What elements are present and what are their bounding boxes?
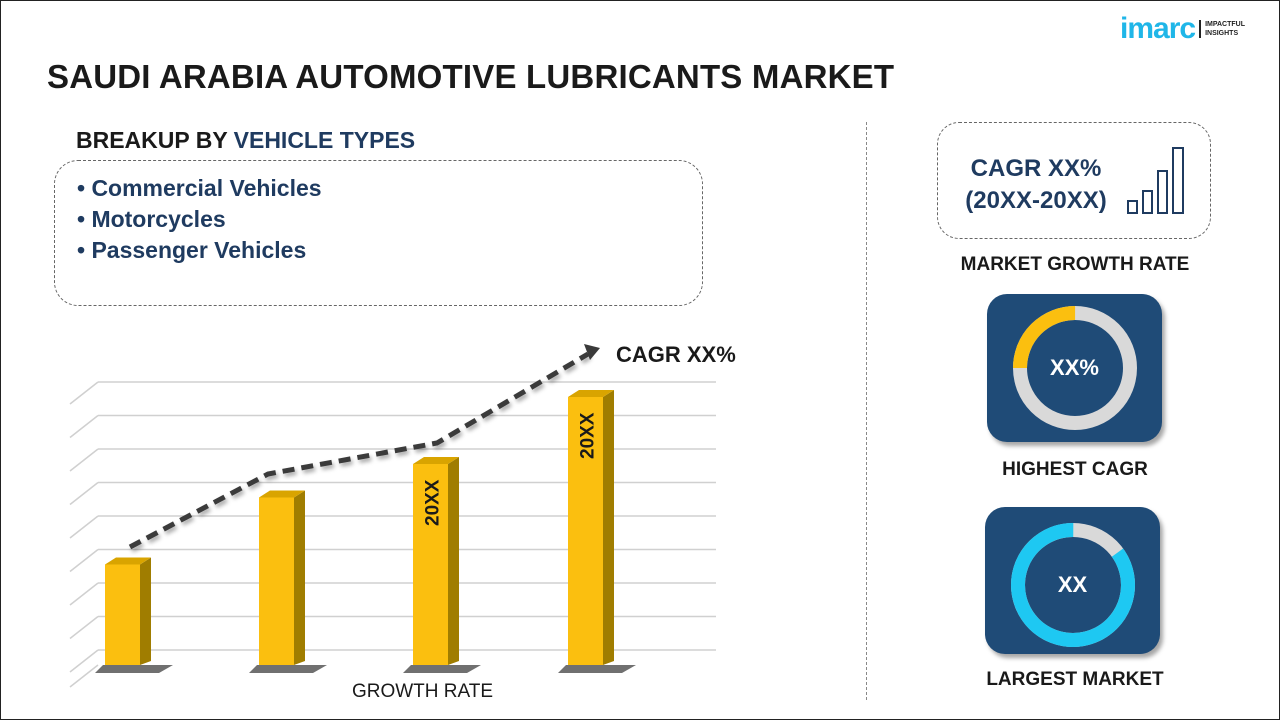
bar bbox=[259, 497, 294, 665]
gridline-diagonal bbox=[69, 481, 99, 506]
bar-shadow bbox=[403, 665, 481, 673]
bar-shadow bbox=[249, 665, 327, 673]
largest-market-label: LARGEST MARKET bbox=[986, 669, 1164, 690]
highest-cagr-value: XX% bbox=[1050, 355, 1099, 380]
gridline-diagonal bbox=[69, 582, 99, 606]
bar bbox=[413, 464, 448, 665]
highest-cagr-label: HIGHEST CAGR bbox=[1002, 459, 1148, 480]
donut-segment bbox=[1013, 306, 1137, 430]
bar-top bbox=[413, 457, 459, 464]
list-item: • Passenger Vehicles bbox=[77, 237, 307, 263]
gridline-diagonal bbox=[69, 649, 99, 673]
segment-list: • Commercial Vehicles • Motorcycles • Pa… bbox=[54, 160, 703, 306]
gridline-diagonal bbox=[69, 381, 99, 405]
imarc-logo: imarc IMPACTFUL INSIGHTS bbox=[1120, 12, 1245, 46]
bar bbox=[568, 397, 603, 665]
page-title: SAUDI ARABIA AUTOMOTIVE LUBRICANTS MARKE… bbox=[47, 58, 895, 95]
cagr-text: CAGR XX% (20XX-20XX) bbox=[965, 155, 1107, 214]
bar bbox=[105, 564, 140, 665]
highest-cagr-donut bbox=[1013, 306, 1137, 430]
largest-market-value: XX bbox=[1057, 572, 1088, 597]
trend-line bbox=[128, 351, 590, 550]
donut-segment bbox=[1011, 523, 1135, 647]
bar-shadow bbox=[95, 665, 173, 673]
bar-label: 20XX bbox=[423, 479, 444, 526]
growth-bar-chart: 20XX 20XX bbox=[69, 344, 716, 688]
gridline-diagonal bbox=[69, 515, 99, 539]
gridline-diagonal bbox=[69, 414, 99, 439]
trend-arrow-head bbox=[584, 344, 600, 360]
gridline-diagonal bbox=[69, 548, 99, 573]
cagr-box: CAGR XX% (20XX-20XX) bbox=[937, 122, 1211, 239]
bar-label: 20XX bbox=[578, 412, 599, 459]
market-growth-rate-label: MARKET GROWTH RATE bbox=[960, 254, 1190, 275]
list-item: • Motorcycles bbox=[77, 206, 226, 232]
chart-cagr-annotation: CAGR XX% bbox=[616, 342, 736, 367]
largest-market-card: XX bbox=[985, 507, 1160, 654]
breakup-heading: BREAKUP BY VEHICLE TYPES bbox=[76, 127, 416, 153]
bar-top bbox=[105, 557, 151, 565]
bar-side bbox=[294, 490, 305, 665]
bar-chart-growth-icon bbox=[1127, 147, 1184, 214]
bar-top bbox=[259, 490, 305, 498]
bar-top bbox=[568, 390, 614, 397]
bar-side bbox=[140, 557, 151, 665]
gridline-diagonal bbox=[69, 615, 99, 640]
gridline-diagonal bbox=[69, 664, 99, 688]
bar-shadow bbox=[558, 665, 636, 673]
x-axis-label: GROWTH RATE bbox=[351, 681, 494, 702]
list-item: • Commercial Vehicles bbox=[77, 175, 322, 201]
divider bbox=[866, 122, 867, 700]
highest-cagr-card: XX% bbox=[987, 294, 1162, 442]
logo-tagline: IMPACTFUL INSIGHTS bbox=[1199, 20, 1245, 38]
largest-market-donut bbox=[1011, 523, 1135, 647]
bar-side bbox=[603, 390, 614, 665]
gridline-diagonal bbox=[69, 448, 99, 472]
logo-word: imarc bbox=[1120, 12, 1196, 45]
bar-side bbox=[448, 457, 459, 665]
